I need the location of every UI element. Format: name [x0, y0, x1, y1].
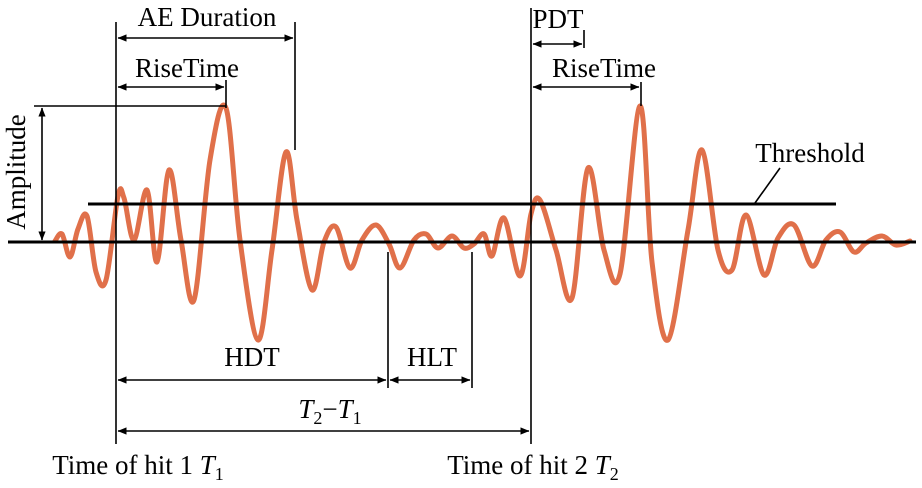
ae-duration-label: AE Duration	[138, 2, 277, 32]
rise-time-2-label: RiseTime	[552, 53, 656, 83]
rise-time-1-label: RiseTime	[135, 53, 239, 83]
hlt-label: HLT	[407, 342, 458, 372]
hit2-time-label: Time of hit 2 T2	[447, 450, 619, 484]
threshold-label: Threshold	[755, 138, 865, 168]
ae-waveform	[52, 102, 913, 343]
pdt-label: PDT	[532, 4, 584, 34]
hdt-label: HDT	[224, 342, 280, 372]
threshold-leader-line	[754, 167, 781, 204]
amplitude-label: Amplitude	[1, 114, 31, 230]
t2-minus-t1-label: T2−T1	[298, 394, 361, 428]
hit1-time-label: Time of hit 1 T1	[52, 450, 224, 484]
